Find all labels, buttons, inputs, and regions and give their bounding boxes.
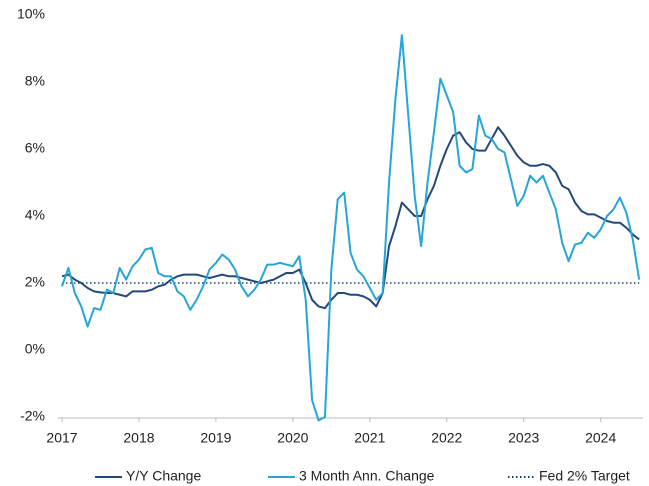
legend-label: Fed 2% Target bbox=[539, 468, 630, 484]
y-tick-label: 0% bbox=[25, 341, 45, 357]
x-tick-label: 2020 bbox=[277, 430, 308, 446]
x-tick-label: 2022 bbox=[431, 430, 462, 446]
x-tick-label: 2023 bbox=[508, 430, 539, 446]
y-tick-label: 4% bbox=[25, 207, 45, 223]
series-line bbox=[61, 34, 641, 422]
y-tick-label: 6% bbox=[25, 140, 45, 156]
y-tick-label: 10% bbox=[17, 6, 45, 22]
legend-label: Y/Y Change bbox=[126, 468, 201, 484]
series-line bbox=[61, 126, 640, 310]
y-tick-label: 2% bbox=[25, 274, 45, 290]
x-tick-label: 2019 bbox=[200, 430, 231, 446]
x-tick-label: 2021 bbox=[354, 430, 385, 446]
x-tick-label: 2024 bbox=[585, 430, 616, 446]
y-tick-label: -2% bbox=[20, 408, 45, 424]
x-tick-label: 2018 bbox=[123, 430, 154, 446]
y-tick-label: 8% bbox=[25, 73, 45, 89]
x-tick-label: 2017 bbox=[46, 430, 77, 446]
legend-label: 3 Month Ann. Change bbox=[299, 468, 435, 484]
